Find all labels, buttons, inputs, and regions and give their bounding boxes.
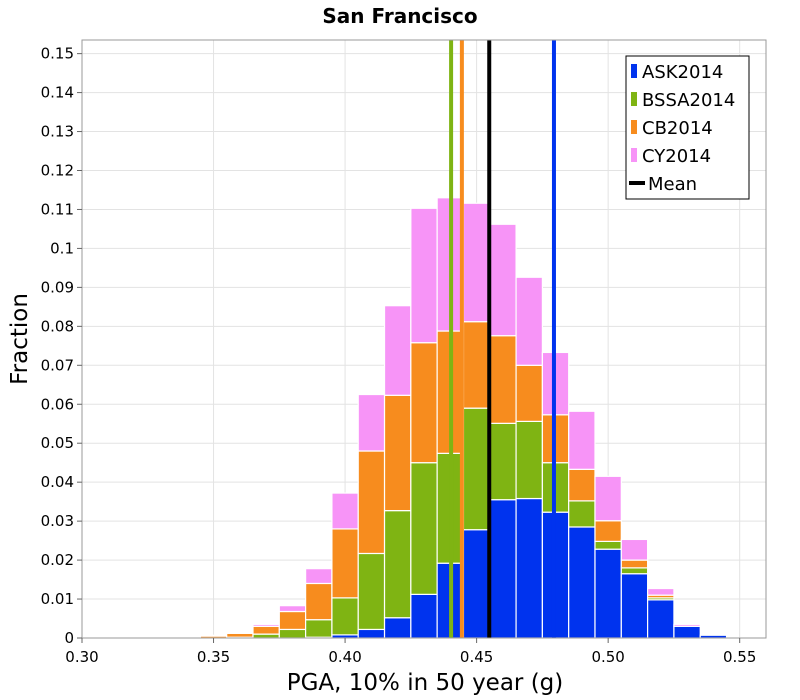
bar-cy2014-0.43: [410, 207, 438, 344]
bar-bssa2014-0.47: [515, 420, 543, 500]
y-tick-label-11: 0.11: [41, 200, 74, 218]
bar-cy2014-0.46: [489, 223, 517, 337]
bar-cb2014-0.39: [305, 582, 333, 621]
y-tick-label-14: 0.14: [41, 84, 74, 102]
vertical-lines-group: [449, 40, 556, 638]
bar-bssa2014-0.40: [331, 597, 359, 636]
legend-label-mean: Mean: [648, 174, 697, 195]
legend-swatch-ask2014: [631, 64, 637, 78]
bar-ask2014-0.42: [383, 617, 412, 639]
bar-cb2014-0.49: [568, 468, 596, 502]
legend-swatch-cy2014: [631, 148, 637, 162]
y-tick-label-3: 0.03: [41, 512, 74, 530]
y-tick-label-1: 0.01: [41, 590, 74, 608]
x-tick-label-2: 0.40: [328, 648, 361, 666]
bar-cb2014-0.43: [410, 342, 438, 464]
x-axis-ticks: 0.30 0.35 0.40 0.45 0.50 0.55: [65, 638, 756, 666]
bar-cy2014-0.36: [226, 631, 254, 634]
y-tick-label-7: 0.07: [41, 356, 74, 374]
bar-cy2014-0.40: [331, 492, 359, 530]
y-tick-label-2: 0.02: [41, 551, 74, 569]
y-tick-label-0: 0: [64, 629, 74, 647]
bar-bssa2014-0.41: [357, 552, 386, 631]
bar-ask2014-0.52: [647, 599, 675, 639]
x-tick-label-4: 0.50: [591, 648, 624, 666]
legend-label-ask2014: ASK2014: [642, 62, 723, 83]
bar-cy2014-0.50: [594, 475, 622, 522]
bar-ask2014-0.43: [410, 593, 438, 639]
x-tick-label-1: 0.35: [197, 648, 230, 666]
chart-title: San Francisco: [322, 4, 477, 28]
bar-ask2014-0.50: [594, 548, 622, 639]
bar-bssa2014-0.45: [462, 407, 491, 531]
bar-cb2014-0.41: [357, 450, 386, 555]
bar-bssa2014-0.50: [594, 540, 622, 550]
bar-cy2014-0.53: [673, 623, 701, 627]
y-tick-label-6: 0.06: [41, 395, 74, 413]
bar-cy2014-0.41: [357, 393, 386, 452]
bar-cy2014-0.47: [515, 276, 543, 366]
bar-bssa2014-0.42: [383, 510, 412, 619]
bar-cy2014-0.51: [620, 538, 649, 561]
y-tick-label-5: 0.05: [41, 434, 74, 452]
y-tick-label-13: 0.13: [41, 123, 74, 141]
legend-label-bssa2014: BSSA2014: [642, 90, 735, 111]
legend: ASK2014 BSSA2014 CB2014 CY2014 Mean: [625, 55, 750, 200]
bar-bssa2014-0.38: [278, 628, 307, 639]
bar-cb2014-0.47: [515, 364, 543, 422]
bar-cb2014-0.38: [278, 610, 307, 631]
bar-cb2014-0.42: [383, 394, 412, 512]
bar-ask2014-0.46: [489, 499, 517, 639]
bar-cy2014-0.49: [568, 410, 596, 470]
legend-box: [625, 55, 750, 200]
x-axis-title: PGA, 10% in 50 year (g): [287, 670, 564, 696]
bar-bssa2014-0.46: [489, 422, 517, 501]
bar-cy2014-0.45: [462, 202, 491, 323]
y-tick-label-10: 0.1: [50, 239, 74, 257]
y-tick-label-9: 0.09: [41, 278, 74, 296]
y-tick-label-12: 0.12: [41, 162, 74, 180]
bar-bssa2014-0.43: [410, 462, 438, 595]
y-tick-label-4: 0.04: [41, 473, 74, 491]
legend-swatch-cb2014: [631, 120, 637, 134]
bar-cy2014-0.52: [647, 587, 675, 596]
y-axis-ticks: 0 0.01 0.02 0.03 0.04 0.05 0.06 0.07 0.08 0.09 0.1…: [41, 45, 82, 647]
legend-label-cb2014: CB2014: [642, 118, 713, 139]
y-tick-label-8: 0.08: [41, 317, 74, 335]
bar-ask2014-0.49: [568, 526, 596, 639]
bar-ask2014-0.53: [673, 625, 701, 639]
bar-cy2014-0.39: [305, 568, 333, 585]
bar-ask2014-0.47: [515, 497, 543, 639]
bar-cb2014-0.50: [594, 520, 622, 542]
bar-ask2014-0.41: [357, 628, 386, 639]
x-tick-label-3: 0.45: [460, 648, 493, 666]
bar-cy2014-0.37: [252, 623, 280, 627]
bar-cy2014-0.42: [383, 305, 412, 396]
bar-cb2014-0.37: [252, 625, 280, 635]
plot-frame: [81, 39, 767, 639]
bar-cb2014-0.45: [462, 321, 491, 409]
x-tick-label-5: 0.55: [723, 648, 756, 666]
bar-bssa2014-0.49: [568, 500, 596, 528]
bar-cy2014-0.38: [278, 605, 307, 613]
bar-cy2014-0.35: [199, 634, 228, 637]
bar-cb2014-0.40: [331, 528, 359, 599]
legend-label-cy2014: CY2014: [642, 146, 711, 167]
bar-bssa2014-0.51: [620, 567, 649, 575]
x-tick-label-0: 0.30: [65, 648, 98, 666]
y-axis-title: Fraction: [7, 293, 33, 385]
bar-cb2014-0.46: [489, 335, 517, 424]
legend-swatch-bssa2014: [631, 92, 637, 106]
bar-cb2014-0.51: [620, 559, 649, 569]
bar-ask2014-0.51: [620, 573, 649, 639]
bar-bssa2014-0.39: [305, 619, 333, 638]
bar-ask2014-0.45: [462, 529, 491, 639]
y-tick-label-15: 0.15: [41, 45, 74, 63]
